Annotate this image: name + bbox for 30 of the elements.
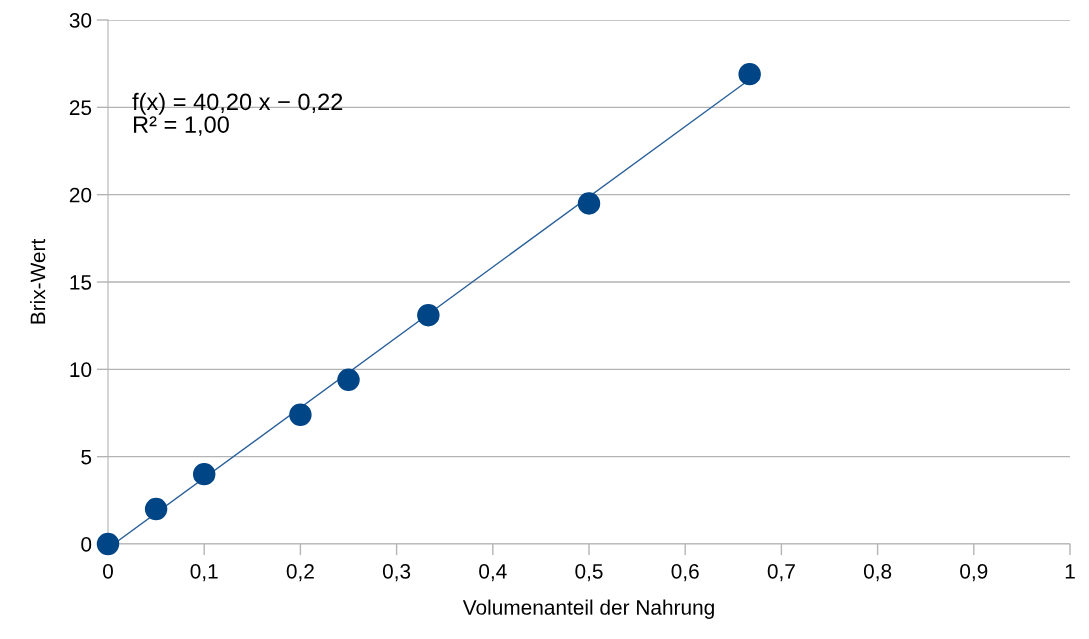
y-axis-title: Brix-Wert: [29, 238, 46, 324]
x-tick-label: 0: [103, 563, 113, 579]
x-tick-label: 0,2: [286, 563, 314, 582]
point: [417, 303, 440, 327]
y-tick-label: 10: [70, 362, 92, 378]
x-tick-label: 1: [1065, 564, 1075, 579]
annotation: R² = 1,00: [133, 116, 229, 136]
point: [289, 403, 312, 426]
y-tick-label: 0: [81, 537, 92, 552]
y-tick-label: 20: [69, 187, 92, 203]
point: [96, 532, 120, 556]
x-tick-label: 0,9: [960, 563, 988, 582]
y-tick-label: 30: [69, 13, 92, 28]
x-tick-label: 0,3: [382, 563, 411, 582]
x-tick-label: 0,6: [671, 563, 699, 582]
x-tick-label: 0,8: [863, 563, 892, 582]
x-tick-label: 0,4: [479, 563, 507, 582]
y-tick-label: 25: [69, 100, 92, 116]
x-tick-label: 0,1: [190, 563, 218, 582]
point: [192, 462, 216, 486]
y-tick-label: 15: [70, 275, 92, 290]
annotation: f(x) = 40,20 x − 0,22: [132, 92, 343, 115]
x-axis-title: Volumenanteil der Nahrung: [462, 599, 714, 619]
x-tick-label: 0,7: [767, 563, 795, 582]
y-tick-label: 5: [81, 449, 92, 465]
point: [738, 62, 761, 86]
point: [577, 192, 601, 215]
point: [337, 368, 360, 392]
x-tick-label: 0,5: [575, 563, 603, 582]
point: [144, 497, 168, 521]
